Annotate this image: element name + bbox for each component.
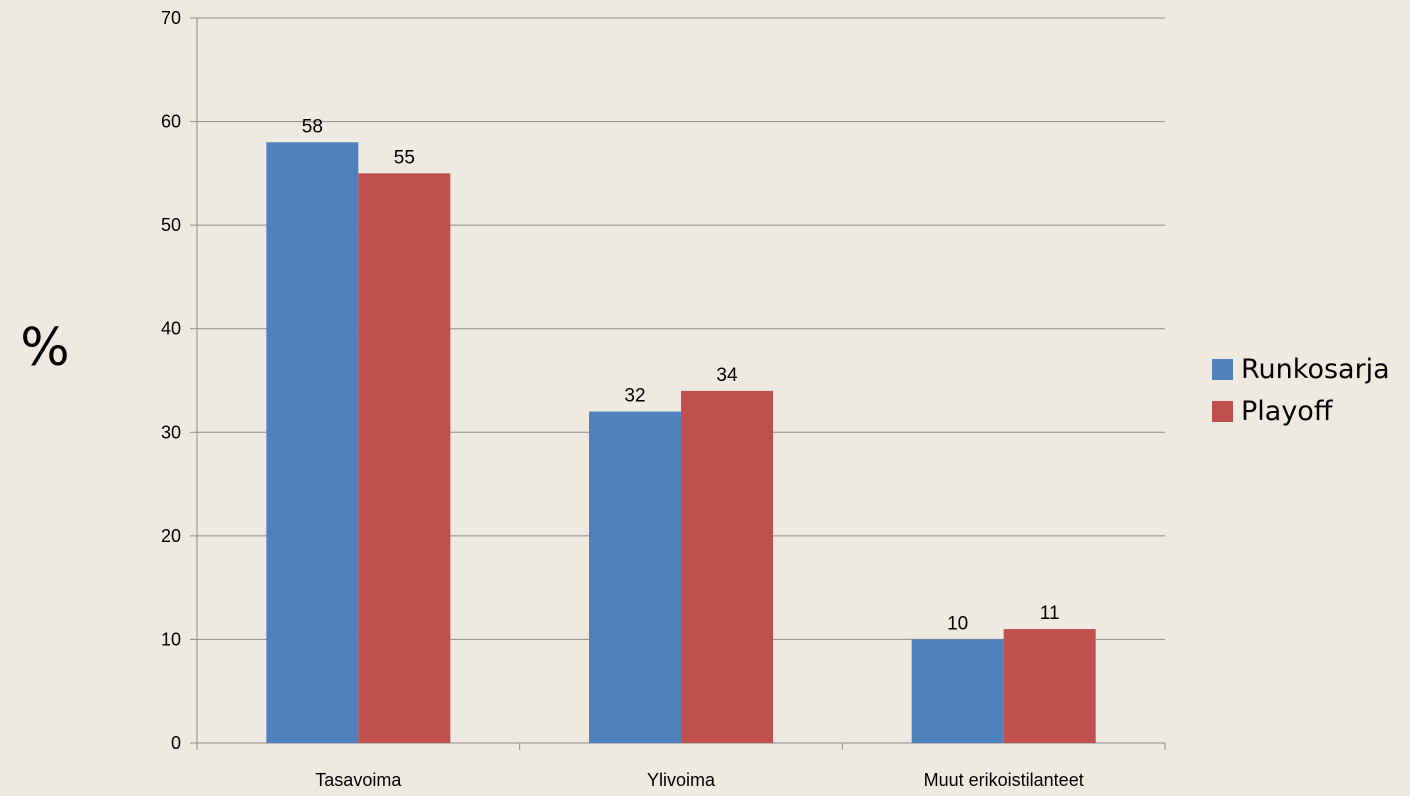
data-label: 34 xyxy=(716,365,738,386)
data-label: 11 xyxy=(1040,603,1060,624)
y-tick-label: 60 xyxy=(161,112,181,132)
y-tick-label: 10 xyxy=(161,629,181,649)
x-category-label: Tasavoima xyxy=(315,770,402,790)
y-tick-label: 70 xyxy=(161,8,181,28)
data-label: 58 xyxy=(302,116,323,137)
legend-label: Playoff xyxy=(1241,396,1334,427)
bar-playoff-1 xyxy=(358,173,451,743)
y-tick-label: 0 xyxy=(171,733,181,753)
data-label: 10 xyxy=(947,613,968,634)
y-tick-label: 20 xyxy=(161,526,181,546)
labels: 0 10 20 30 40 50 60 70 58 55 Tasavoima 32 34 Ylivoima… xyxy=(161,8,1084,790)
x-category-label: Muut erikoistilanteet xyxy=(924,770,1084,790)
bar-runkosarja-2 xyxy=(589,411,681,743)
bar-runkosarja-1 xyxy=(266,142,359,744)
legend: Runkosarja Playoff xyxy=(1212,354,1390,427)
data-label: 32 xyxy=(624,386,645,407)
y-tick-label: 50 xyxy=(161,215,181,235)
bar-playoff-3 xyxy=(1003,629,1096,743)
bars xyxy=(266,142,1096,744)
bar-playoff-2 xyxy=(681,390,773,743)
x-category-label: Ylivoima xyxy=(647,770,716,790)
y-tick-label: 30 xyxy=(161,422,181,442)
y-axis-title: % xyxy=(20,318,69,378)
bar-runkosarja-3 xyxy=(911,639,1004,743)
legend-label: Runkosarja xyxy=(1241,354,1390,385)
legend-swatch xyxy=(1212,359,1233,380)
legend-swatch xyxy=(1212,401,1233,422)
data-label: 55 xyxy=(394,147,415,168)
y-tick-label: 40 xyxy=(161,319,181,339)
